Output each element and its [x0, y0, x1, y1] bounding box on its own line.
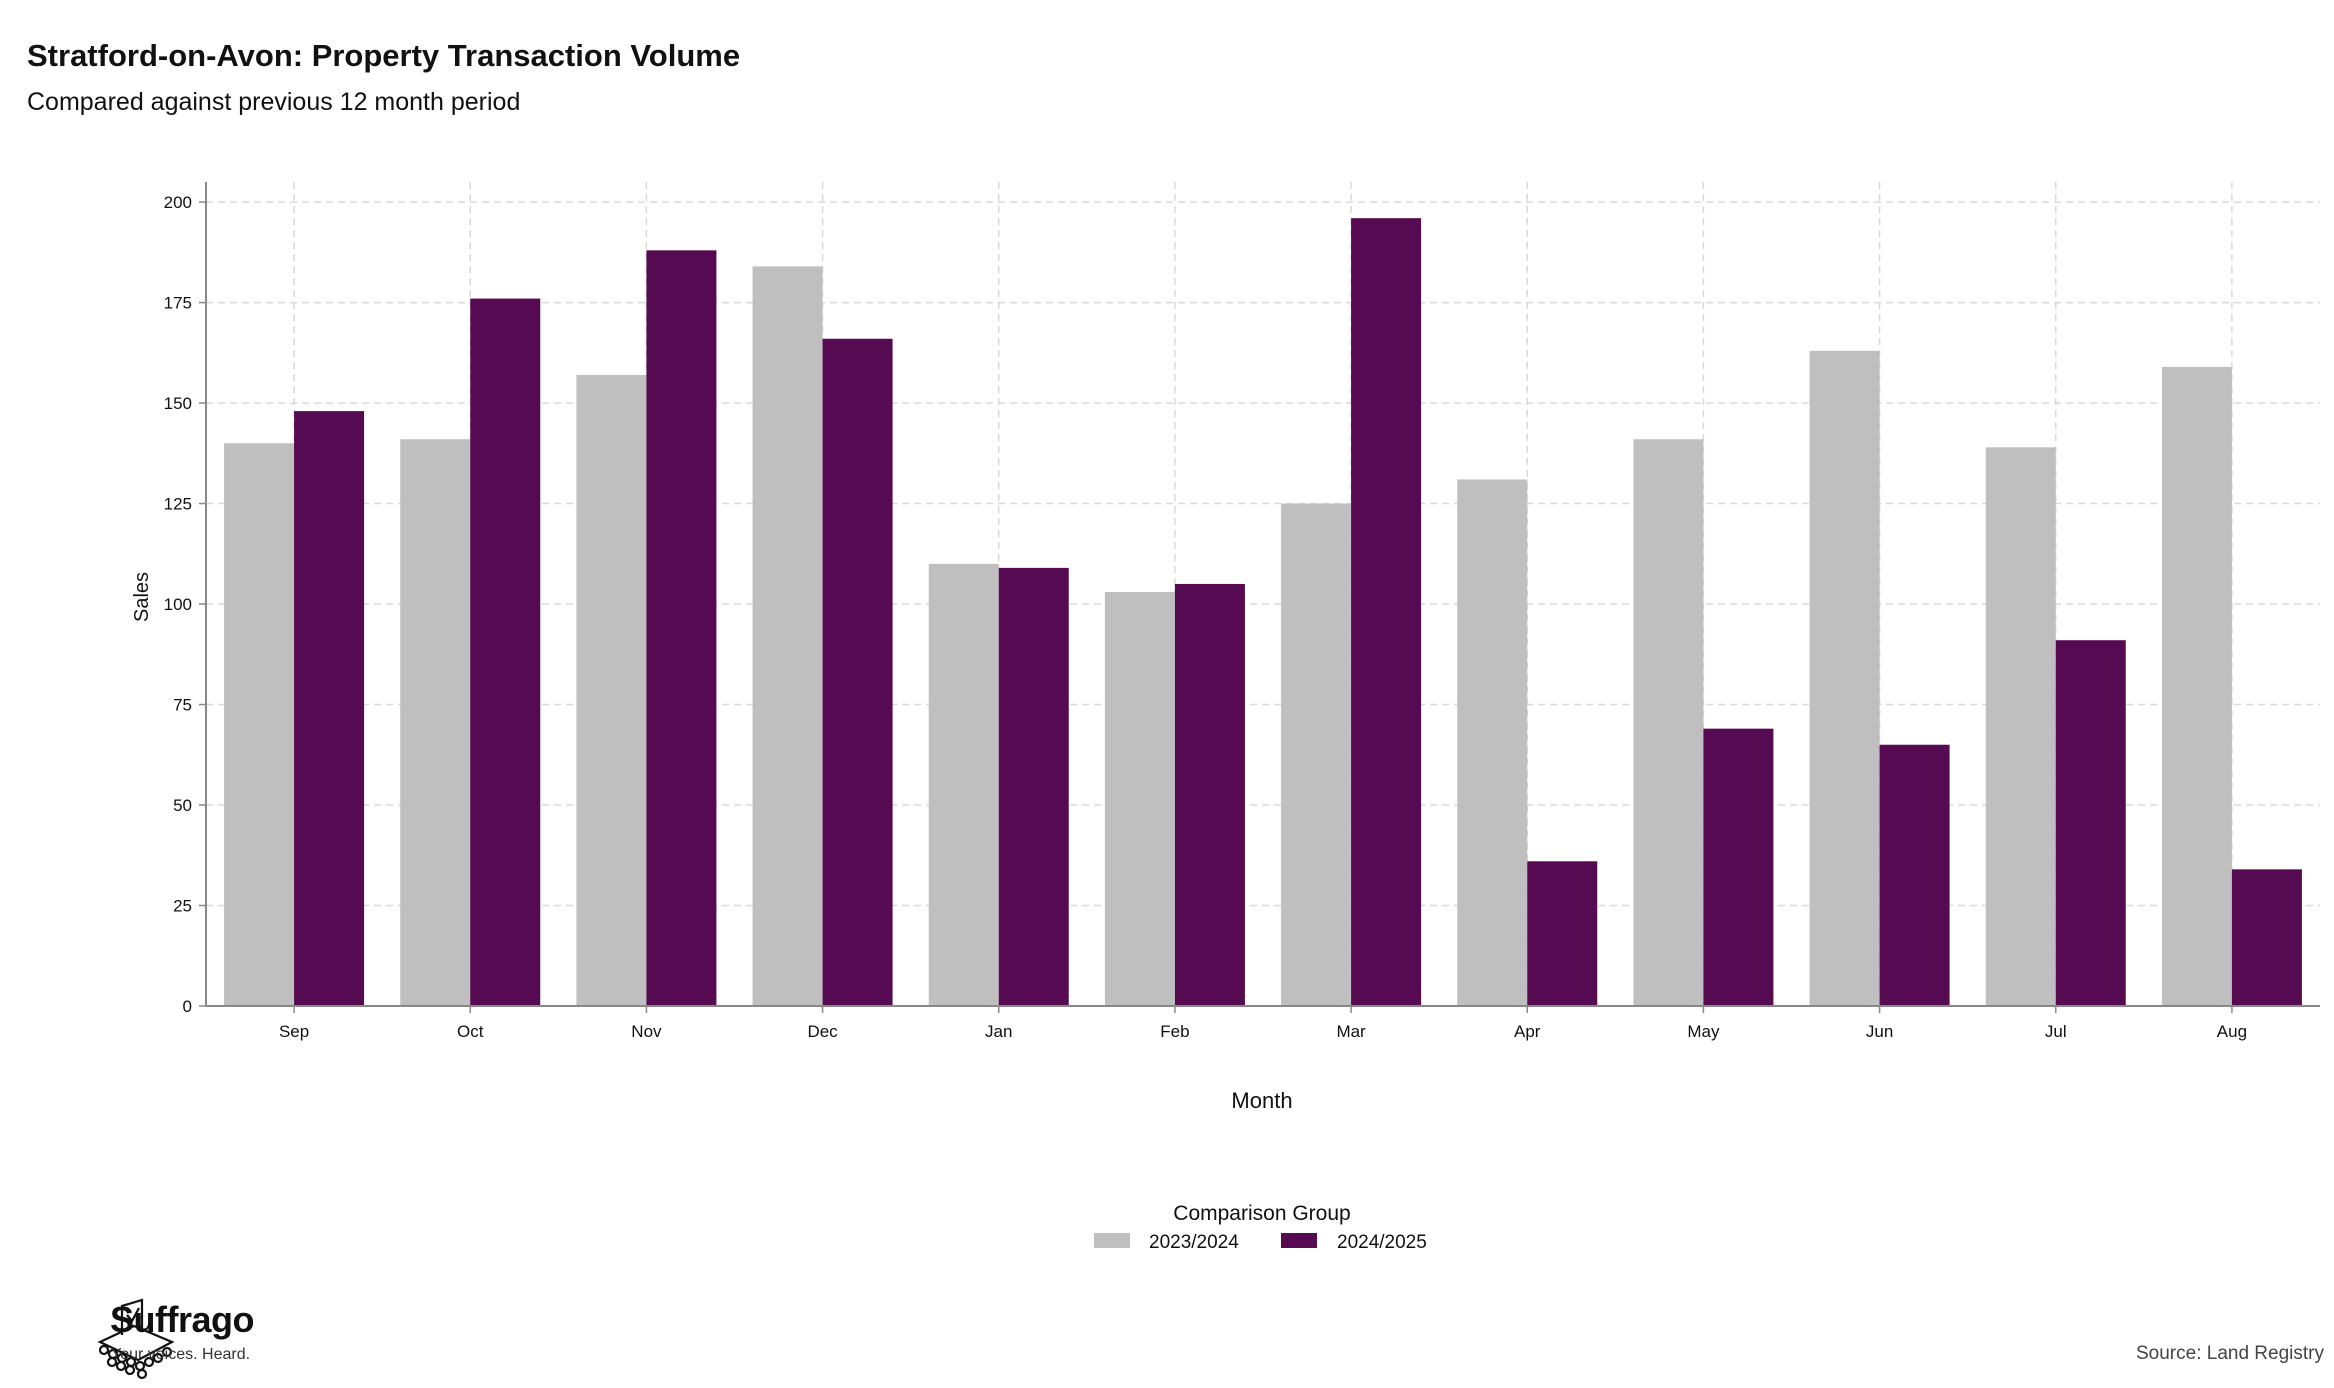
x-tick-label: Mar — [1336, 1022, 1366, 1041]
bar-2023-2024-nov — [576, 374, 647, 1006]
legend-title: Comparison Group — [1173, 1202, 1350, 1225]
x-tick-label: Oct — [457, 1022, 484, 1041]
bar-2024-2025-mar — [1351, 218, 1422, 1007]
y-tick-label: 200 — [164, 193, 192, 212]
bar-2024-2025-apr — [1527, 861, 1598, 1006]
y-tick-label: 25 — [173, 897, 192, 916]
ballot-box-logo-icon — [97, 1298, 175, 1380]
bar-2024-2025-aug — [2231, 869, 2302, 1006]
bar-2024-2025-dec — [822, 338, 893, 1006]
chart-subtitle: Compared against previous 12 month perio… — [27, 88, 521, 116]
bar-2024-2025-may — [1703, 728, 1774, 1006]
y-tick-label: 100 — [164, 595, 192, 614]
x-tick-label: Feb — [1160, 1022, 1189, 1041]
bar-2023-2024-aug — [2161, 366, 2232, 1006]
y-tick-label: 0 — [183, 997, 192, 1016]
x-tick-label: Jun — [1866, 1022, 1893, 1041]
bar-2024-2025-feb — [1174, 583, 1245, 1006]
bar-2023-2024-jul — [1985, 447, 2056, 1006]
bar-2023-2024-may — [1633, 439, 1704, 1006]
x-tick-label: Jul — [2045, 1022, 2067, 1041]
legend-label-2023-2024: 2023/2024 — [1149, 1232, 1239, 1253]
bar-2023-2024-apr — [1457, 479, 1528, 1006]
bar-2024-2025-jul — [2055, 640, 2126, 1006]
bar-2024-2025-jun — [1879, 744, 1950, 1006]
bar-2024-2025-jan — [998, 567, 1069, 1006]
legend: Comparison Group 2023/2024 2024/2025 — [1094, 1202, 1427, 1253]
bar-2023-2024-jan — [928, 563, 999, 1006]
chart-title: Stratford-on-Avon: Property Transaction … — [27, 38, 741, 73]
x-tick-label: Sep — [279, 1022, 309, 1041]
bar-2023-2024-mar — [1281, 503, 1352, 1006]
y-axis-label: Sales — [131, 572, 153, 622]
brand-tagline: Your voices. Heard. — [111, 1346, 251, 1363]
bar-2023-2024-sep — [224, 443, 295, 1006]
bar-2023-2024-dec — [752, 266, 823, 1006]
y-tick-label: 150 — [164, 394, 192, 413]
y-tick-label: 50 — [173, 796, 192, 815]
legend-label-2024-2025: 2024/2025 — [1337, 1232, 1427, 1253]
bar-2024-2025-sep — [294, 411, 365, 1006]
bar-2024-2025-nov — [646, 250, 717, 1006]
bar-2023-2024-feb — [1104, 591, 1175, 1006]
x-tick-label: Jan — [985, 1022, 1012, 1041]
bar-2024-2025-oct — [470, 298, 541, 1006]
y-tick-label: 75 — [173, 696, 192, 715]
legend-swatch-2024-2025 — [1281, 1233, 1317, 1248]
source-note: Source: Land Registry — [2136, 1343, 2324, 1364]
x-tick-label: Apr — [1514, 1022, 1541, 1041]
x-tick-label: Nov — [631, 1022, 662, 1041]
legend-swatch-2023-2024 — [1094, 1233, 1130, 1248]
bar-2023-2024-jun — [1809, 350, 1880, 1006]
x-tick-label: Dec — [807, 1022, 838, 1041]
x-axis-label: Month — [1231, 1088, 1292, 1113]
brand-name: Suffrago — [110, 1299, 255, 1340]
bar-2023-2024-oct — [400, 439, 471, 1006]
bars — [224, 218, 2302, 1007]
x-tick-label: May — [1687, 1022, 1720, 1041]
x-tick-label: Aug — [2217, 1022, 2247, 1041]
y-tick-label: 125 — [164, 495, 192, 514]
axes: 0 25 50 75 100 125 150 175 200 Sep Oct Nov Dec Jan Feb… — [164, 182, 2320, 1041]
y-tick-label: 175 — [164, 294, 192, 313]
